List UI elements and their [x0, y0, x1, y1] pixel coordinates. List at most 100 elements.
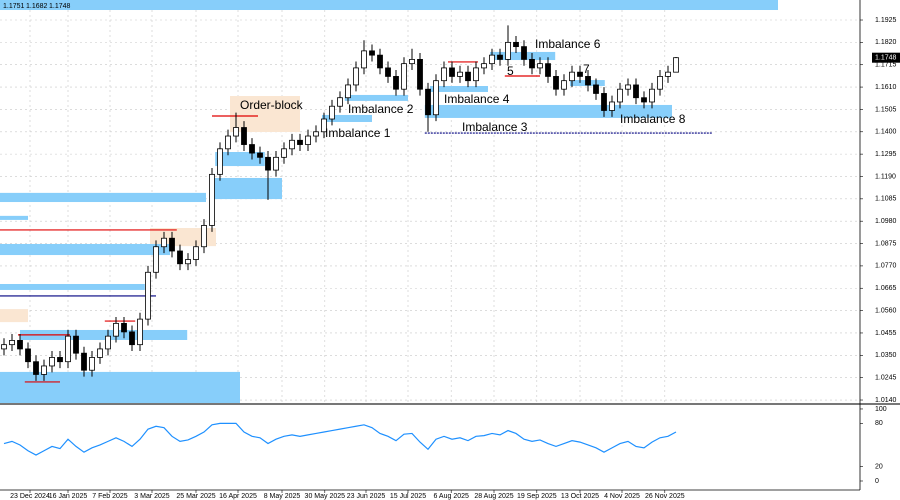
candle-body	[505, 41, 511, 60]
y-tick-label: 1.1820	[875, 39, 897, 46]
y-tick-label: 1.1400	[875, 129, 897, 136]
candle-body	[33, 361, 39, 375]
indicator-tick-label: 20	[875, 463, 883, 470]
candle-body	[153, 246, 159, 273]
candle-body	[113, 322, 119, 337]
zone	[230, 96, 300, 132]
candle-body	[457, 71, 463, 77]
zone	[20, 329, 188, 340]
x-tick-label: 25 Mar 2025	[176, 493, 215, 500]
candle-body	[241, 127, 247, 145]
candle-body	[569, 71, 575, 82]
candle-body	[249, 144, 255, 154]
header-value: 1.1682	[26, 3, 48, 10]
candle-body	[633, 84, 639, 99]
candle-body	[121, 322, 127, 333]
candle-body	[585, 76, 591, 86]
x-tick-label: 15 Jul 2025	[390, 493, 426, 500]
candle-body	[129, 331, 135, 346]
candle-body	[345, 84, 351, 99]
y-tick-label: 1.0245	[875, 375, 897, 382]
candle-body	[297, 139, 303, 145]
zone	[344, 94, 408, 101]
candle-body	[361, 50, 367, 69]
candle-body	[649, 88, 655, 103]
x-tick-label: 4 Nov 2025	[604, 493, 640, 500]
candle-body	[449, 67, 455, 77]
candle-body	[9, 340, 15, 346]
candle-body	[425, 88, 431, 116]
annotation: Imbalance 3	[462, 120, 528, 134]
y-tick-label: 1.0560	[875, 307, 897, 314]
candle-body	[81, 352, 87, 371]
candle-body	[161, 237, 167, 248]
y-tick-label: 1.1085	[875, 196, 897, 203]
candle-body	[97, 348, 103, 358]
candle-body	[393, 76, 399, 90]
candle-body	[537, 63, 543, 69]
candle-body	[137, 318, 143, 346]
candle-body	[433, 80, 439, 116]
candle-body	[169, 237, 175, 252]
candle-body	[377, 54, 383, 69]
candle-body	[641, 97, 647, 103]
x-tick-label: 7 Feb 2025	[92, 493, 128, 500]
candle-body	[273, 156, 279, 171]
candle-body	[337, 97, 343, 107]
y-tick-label: 1.1190	[875, 173, 896, 180]
x-tick-label: 13 Oct 2025	[561, 493, 599, 500]
candle-body	[209, 173, 215, 226]
candle-body	[321, 118, 327, 133]
annotation: 7	[583, 62, 590, 76]
candle-body	[57, 357, 63, 363]
indicator-tick-label: 80	[875, 420, 883, 427]
candle-body	[513, 41, 519, 48]
header-value: 1.1751	[3, 3, 25, 10]
candle-body	[665, 71, 671, 77]
candle-body	[89, 357, 95, 371]
candle-body	[601, 93, 607, 111]
y-tick-label: 1.0875	[875, 240, 897, 247]
candle-body	[257, 152, 263, 158]
indicator-tick-label: 0	[875, 478, 879, 485]
candle-body	[201, 225, 207, 248]
candle-body	[497, 54, 503, 60]
zone	[0, 215, 28, 220]
annotation: 5	[507, 64, 514, 78]
x-tick-label: 6 Aug 2025	[433, 493, 469, 500]
x-tick-label: 28 Aug 2025	[474, 493, 513, 500]
zone	[0, 192, 206, 203]
x-tick-label: 16 Jan 2025	[49, 493, 88, 500]
zone	[210, 177, 282, 200]
candle-body	[25, 348, 31, 363]
indicator-tick-label: 100	[875, 406, 887, 413]
candle-body	[417, 58, 423, 90]
candle-body	[385, 67, 391, 77]
candle-body	[409, 58, 415, 65]
candle-body	[489, 54, 495, 65]
candle-body	[401, 63, 407, 90]
candle-body	[481, 63, 487, 69]
candle-body	[289, 139, 295, 150]
candle-body	[73, 335, 79, 354]
y-tick-label: 1.1925	[875, 17, 897, 24]
y-tick-label: 1.1295	[875, 151, 897, 158]
y-tick-label: 1.1505	[875, 106, 897, 113]
candle-body	[233, 127, 239, 137]
candle-body	[553, 76, 559, 90]
candle-body	[49, 357, 55, 367]
annotation: Imbalance 6	[535, 37, 601, 51]
annotation: Imbalance 4	[444, 92, 510, 106]
candle-body	[305, 135, 311, 145]
candle-body	[617, 88, 623, 103]
zone	[0, 309, 28, 323]
candle-body	[465, 71, 471, 82]
candle-body	[577, 71, 583, 77]
zone	[0, 371, 240, 403]
x-tick-label: 8 May 2025	[264, 493, 301, 500]
zone	[0, 283, 145, 290]
candle-body	[369, 50, 375, 56]
candle-body	[545, 63, 551, 77]
y-tick-label: 1.0140	[875, 397, 897, 404]
